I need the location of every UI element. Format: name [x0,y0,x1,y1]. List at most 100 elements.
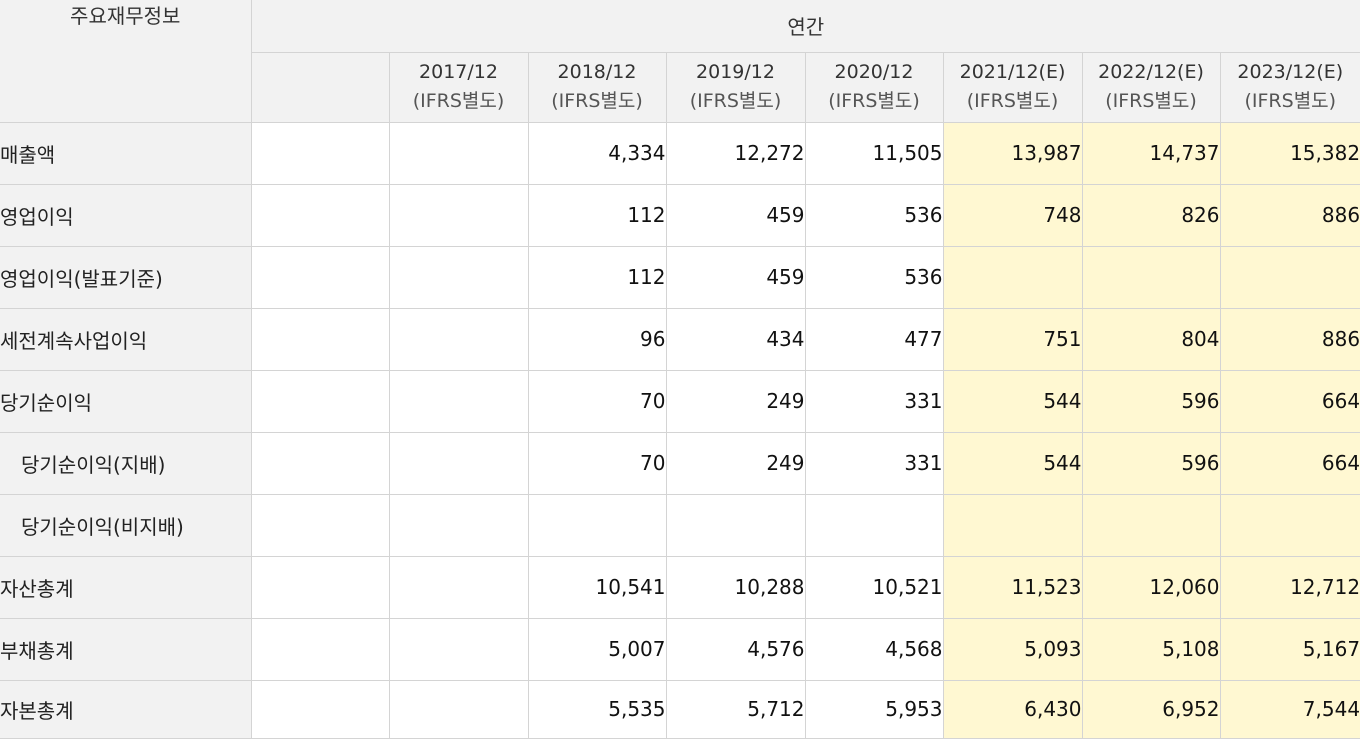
value-cell [389,184,528,246]
column-period: 2023/12(E) [1237,61,1343,83]
table-title: 주요재무정보 [0,0,251,122]
row-label[interactable]: 자산총계 [0,556,251,618]
column-header: 2021/12(E) (IFRS별도) [943,52,1082,122]
value-cell [251,184,389,246]
estimate-value-cell [943,246,1082,308]
estimate-value-cell: 13,987 [943,122,1082,184]
estimate-value-cell: 5,093 [943,618,1082,680]
table-row: 자본총계 5,535 5,712 5,953 6,430 6,952 7,544 [0,680,1360,738]
estimate-value-cell: 886 [1220,184,1360,246]
column-period: 2017/12 [419,61,498,83]
table-row: 부채총계 5,007 4,576 4,568 5,093 5,108 5,167 [0,618,1360,680]
estimate-value-cell: 804 [1082,308,1220,370]
value-cell [389,618,528,680]
estimate-value-cell: 544 [943,370,1082,432]
value-cell: 249 [666,432,805,494]
estimate-value-cell: 751 [943,308,1082,370]
value-cell [389,680,528,738]
column-header: 2017/12 (IFRS별도) [389,52,528,122]
column-basis: (IFRS별도) [1083,87,1220,116]
estimate-value-cell: 11,523 [943,556,1082,618]
value-cell: 5,535 [528,680,666,738]
estimate-value-cell: 12,712 [1220,556,1360,618]
value-cell [389,494,528,556]
column-period: 2020/12 [835,61,914,83]
value-cell: 96 [528,308,666,370]
value-cell: 459 [666,246,805,308]
estimate-value-cell: 826 [1082,184,1220,246]
estimate-value-cell [1220,246,1360,308]
value-cell: 459 [666,184,805,246]
row-label[interactable]: 자본총계 [0,680,251,738]
value-cell [389,432,528,494]
row-label[interactable]: 당기순이익(지배) [0,432,251,494]
value-cell: 434 [666,308,805,370]
value-cell: 5,712 [666,680,805,738]
column-header: 2019/12(IFRS별도) [666,52,805,122]
row-label[interactable]: 영업이익 [0,184,251,246]
estimate-value-cell: 12,060 [1082,556,1220,618]
value-cell [389,370,528,432]
table-row: 자산총계 10,541 10,288 10,521 11,523 12,060 … [0,556,1360,618]
value-cell: 4,334 [528,122,666,184]
estimate-value-cell: 886 [1220,308,1360,370]
row-label[interactable]: 당기순이익(비지배) [0,494,251,556]
column-header: 2023/12(E)(IFRS별도) [1220,52,1360,122]
value-cell: 70 [528,432,666,494]
value-cell: 112 [528,246,666,308]
annual-group-header[interactable]: 연간 [251,0,1360,52]
value-cell: 536 [805,184,943,246]
header-row-group: 주요재무정보 연간 [0,0,1360,52]
estimate-value-cell [1082,246,1220,308]
estimate-value-cell [1220,494,1360,556]
value-cell: 536 [805,246,943,308]
row-label[interactable]: 당기순이익 [0,370,251,432]
column-basis: (IFRS별도) [944,87,1082,116]
value-cell [528,494,666,556]
column-period: 2018/12 [558,61,637,83]
column-basis: (IFRS별도) [390,87,528,116]
value-cell [251,680,389,738]
estimate-value-cell [1082,494,1220,556]
table-row: 세전계속사업이익 96 434 477 751 804 886 [0,308,1360,370]
estimate-value-cell: 7,544 [1220,680,1360,738]
value-cell: 4,576 [666,618,805,680]
estimate-value-cell: 5,167 [1220,618,1360,680]
row-label[interactable]: 영업이익(발표기준) [0,246,251,308]
value-cell [251,308,389,370]
value-cell [805,494,943,556]
column-period: 2021/12(E) [960,61,1066,83]
row-label[interactable]: 매출액 [0,122,251,184]
column-basis: (IFRS별도) [806,87,943,116]
column-basis: (IFRS별도) [529,87,666,116]
estimate-value-cell: 596 [1082,370,1220,432]
column-header: 2020/12 (IFRS별도) [805,52,943,122]
estimate-value-cell: 664 [1220,432,1360,494]
estimate-value-cell: 15,382 [1220,122,1360,184]
value-cell [666,494,805,556]
estimate-value-cell [943,494,1082,556]
value-cell: 70 [528,370,666,432]
value-cell: 12,272 [666,122,805,184]
value-cell [251,370,389,432]
table-row: 매출액 4,334 12,272 11,505 13,987 14,737 15… [0,122,1360,184]
value-cell: 112 [528,184,666,246]
value-cell: 249 [666,370,805,432]
value-cell: 10,288 [666,556,805,618]
column-basis: (IFRS별도) [667,87,805,116]
value-cell [389,308,528,370]
estimate-value-cell: 14,737 [1082,122,1220,184]
value-cell [251,556,389,618]
table-body: 매출액 4,334 12,272 11,505 13,987 14,737 15… [0,122,1360,738]
row-label[interactable]: 세전계속사업이익 [0,308,251,370]
value-cell: 10,541 [528,556,666,618]
value-cell: 5,007 [528,618,666,680]
column-period: 2022/12(E) [1098,61,1204,83]
row-label[interactable]: 부채총계 [0,618,251,680]
value-cell: 10,521 [805,556,943,618]
value-cell: 4,568 [805,618,943,680]
value-cell [389,122,528,184]
estimate-value-cell: 6,952 [1082,680,1220,738]
table-row: 영업이익 112 459 536 748 826 886 [0,184,1360,246]
